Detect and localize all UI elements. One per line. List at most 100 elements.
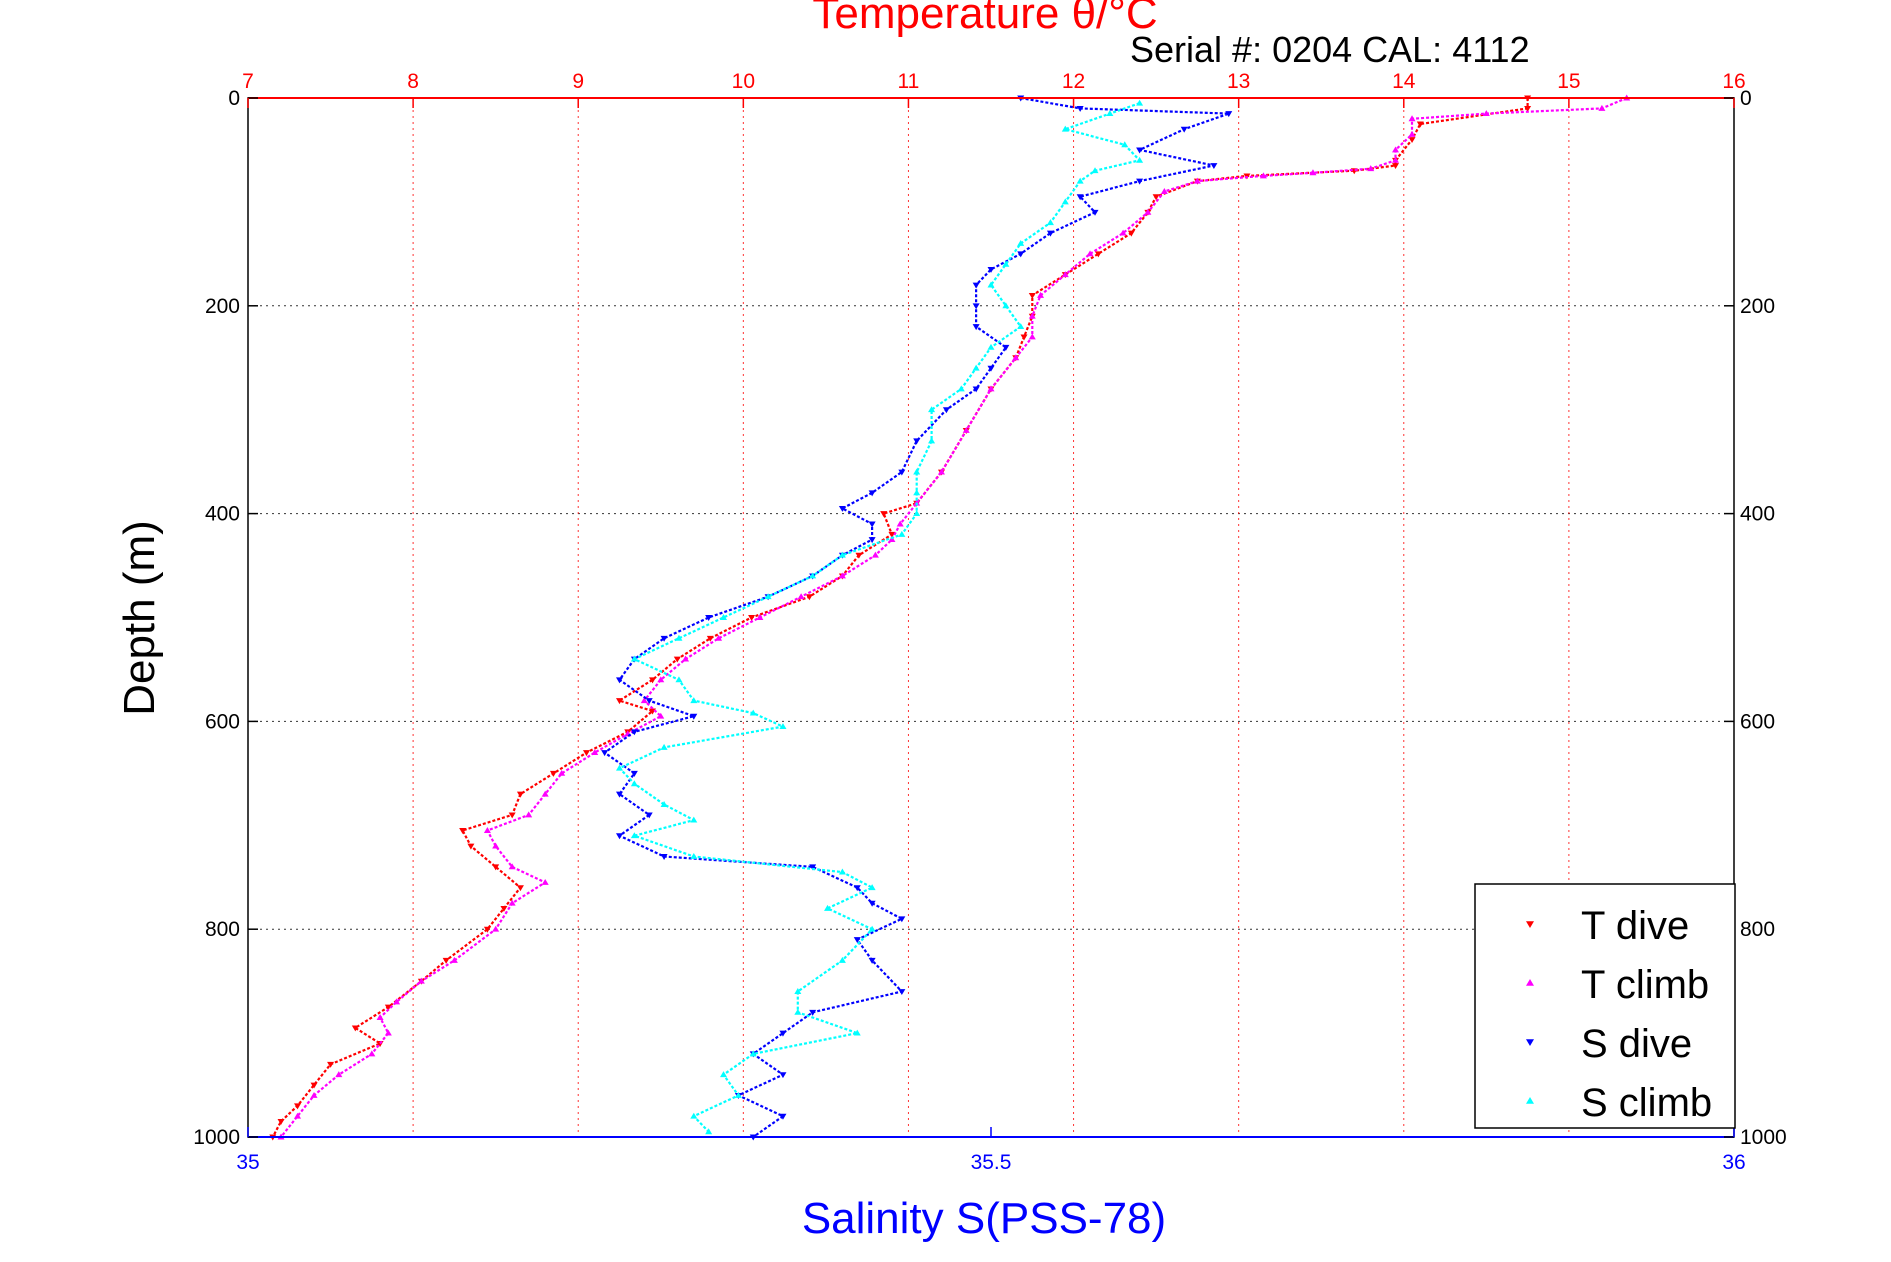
data-point: [1012, 354, 1020, 361]
temperature-tick-label: 11: [898, 70, 920, 93]
data-point: [937, 468, 945, 475]
data-point: [649, 677, 657, 684]
data-point: [1017, 323, 1025, 330]
data-point: [459, 828, 467, 834]
series-t-climb: [277, 94, 1631, 1140]
data-point: [824, 904, 832, 911]
data-point: [630, 832, 638, 839]
data-point: [1193, 177, 1201, 184]
data-point: [1482, 110, 1490, 117]
data-point: [1408, 115, 1416, 122]
series-s-dive: [601, 95, 1233, 1141]
data-point: [779, 1030, 787, 1037]
data-point: [913, 438, 921, 445]
data-point: [855, 552, 863, 559]
data-point: [294, 1103, 302, 1110]
data-point: [1309, 169, 1317, 176]
data-point: [682, 655, 690, 662]
data-point: [1076, 194, 1084, 201]
data-point: [660, 801, 668, 807]
data-point: [591, 749, 599, 756]
data-point: [417, 977, 425, 984]
temperature-tick-label: 12: [1062, 70, 1085, 93]
data-point: [888, 531, 896, 538]
data-point: [1086, 250, 1094, 257]
legend: T dive T climb S dive S climb: [1474, 883, 1736, 1129]
legend-label: S climb: [1581, 1081, 1712, 1125]
data-point: [1392, 146, 1400, 153]
data-point: [838, 505, 846, 512]
data-point: [764, 593, 772, 600]
data-point: [1225, 111, 1233, 118]
series-line: [603, 96, 1230, 1138]
data-point: [734, 1091, 742, 1098]
data-point: [492, 864, 500, 871]
data-point: [898, 469, 906, 476]
data-point: [809, 572, 817, 579]
data-point: [720, 614, 728, 620]
data-point: [616, 677, 623, 684]
data-point: [660, 635, 668, 642]
legend-marker: [1526, 979, 1534, 986]
data-point: [749, 709, 757, 716]
data-point: [483, 926, 491, 933]
data-point: [913, 468, 921, 475]
data-point: [853, 937, 861, 944]
data-point: [720, 1071, 728, 1078]
legend-marker: [1526, 921, 1534, 928]
data-point: [327, 1061, 335, 1068]
data-point: [616, 764, 623, 771]
salinity-tick-label: 36: [1722, 1151, 1745, 1174]
data-point: [630, 655, 638, 662]
data-point: [1598, 104, 1606, 111]
data-point: [871, 551, 879, 558]
data-point: [1160, 188, 1168, 194]
data-point: [987, 266, 995, 273]
data-point: [794, 988, 802, 994]
data-point: [1076, 177, 1084, 184]
legend-label: S dive: [1581, 1022, 1692, 1066]
data-point: [913, 489, 921, 496]
data-point: [645, 698, 653, 705]
data-point: [630, 780, 638, 787]
data-point: [1392, 156, 1400, 163]
y-tick-label-right: 400: [1740, 503, 1775, 526]
y-tick-label-right: 800: [1740, 918, 1775, 941]
data-point: [1136, 156, 1144, 163]
data-point: [541, 790, 549, 797]
data-point: [779, 723, 787, 730]
data-point: [384, 1029, 392, 1036]
series-line: [271, 98, 1529, 1138]
data-point: [853, 1029, 861, 1036]
data-point: [1061, 125, 1069, 132]
data-point: [1106, 110, 1114, 117]
legend-marker: [1526, 1097, 1534, 1104]
data-point: [794, 1008, 802, 1015]
data-point: [1076, 105, 1084, 112]
data-point: [987, 385, 995, 392]
data-point: [838, 551, 846, 558]
data-point: [972, 324, 980, 331]
data-point: [1136, 99, 1144, 106]
data-point: [1061, 198, 1069, 205]
data-point: [483, 826, 491, 833]
y-axis-label: Depth (m): [115, 520, 164, 716]
data-point: [1259, 172, 1267, 179]
data-point: [630, 770, 638, 777]
data-point: [376, 1014, 384, 1020]
data-point: [450, 956, 458, 963]
temperature-tick-label: 16: [1722, 70, 1745, 93]
data-point: [853, 885, 861, 892]
data-point: [715, 634, 723, 641]
data-point: [549, 770, 557, 777]
data-point: [896, 520, 904, 527]
legend-label: T dive: [1581, 904, 1689, 948]
series-layer: [269, 94, 1631, 1141]
data-point: [690, 816, 698, 823]
chart-title: Temperature θ/°C: [812, 0, 1157, 38]
data-point: [797, 593, 805, 600]
data-point: [928, 437, 936, 444]
data-point: [1524, 105, 1532, 112]
y-tick-label-left: 0: [228, 87, 240, 110]
data-point: [508, 863, 516, 870]
